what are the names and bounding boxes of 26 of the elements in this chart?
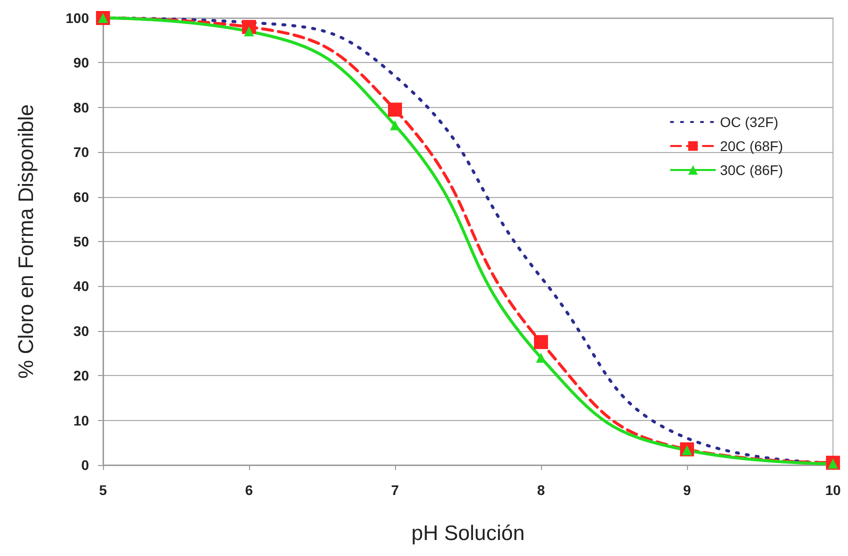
y-axis-title: % Cloro en Forma Disponible: [15, 104, 38, 379]
y-tick-label: 60: [73, 188, 90, 205]
legend-label: 20C (68F): [720, 138, 784, 154]
legend-label: OC (32F): [720, 114, 778, 130]
point: [536, 352, 546, 363]
point: [388, 102, 402, 117]
y-tick-label: 80: [73, 99, 90, 116]
y-tick-label: 50: [73, 234, 90, 250]
y-tick-label: 20: [73, 368, 90, 384]
y-tick-label: 10: [73, 412, 90, 428]
y-tick-label: 30: [73, 322, 90, 339]
legend-label: 30C (86F): [720, 162, 784, 178]
x-axis-title: pH Solución: [411, 522, 525, 545]
x-tick-label: 7: [391, 482, 400, 498]
y-tick-label: 90: [73, 54, 90, 71]
x-tick-label: 6: [245, 482, 254, 498]
y-tick-label: 100: [66, 10, 90, 26]
point: [534, 335, 548, 350]
x-tick-label: 10: [825, 482, 841, 498]
x-tick-label: 5: [99, 482, 108, 498]
y-tick-label: 40: [73, 278, 90, 294]
x-tick-label: 8: [537, 482, 546, 498]
y-tick-label: 0: [81, 457, 90, 473]
y-tick-label: 70: [73, 144, 90, 160]
point: [390, 120, 400, 130]
x-tick-label: 9: [683, 482, 692, 498]
